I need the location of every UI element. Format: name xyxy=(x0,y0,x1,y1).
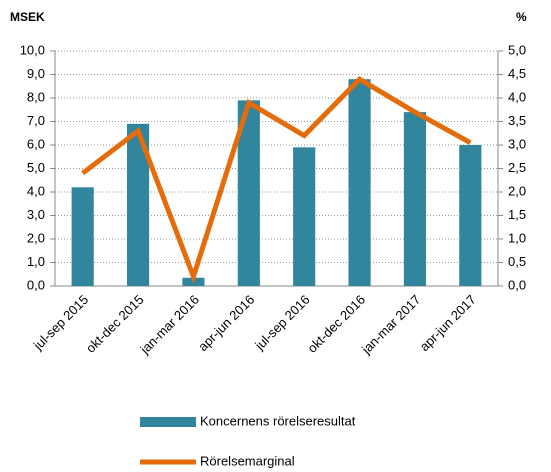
x-tick-label: jul-sep 2015 xyxy=(30,292,91,353)
bar xyxy=(237,100,260,286)
y2-tick-label: 2,5 xyxy=(508,160,526,175)
bar xyxy=(71,187,94,286)
y-tick-label: 8,0 xyxy=(27,89,45,104)
y-tick-label: 0,0 xyxy=(27,277,45,292)
y2-tick-label: 0,0 xyxy=(508,277,526,292)
y-tick-label: 3,0 xyxy=(27,207,45,222)
y-tick-label: 4,0 xyxy=(27,183,45,198)
y-tick-label: 5,0 xyxy=(27,160,45,175)
y2-tick-label: 3,5 xyxy=(508,113,526,128)
y2-tick-label: 2,0 xyxy=(508,183,526,198)
y-axis-title: MSEK xyxy=(10,10,45,24)
y2-tick-label: 4,5 xyxy=(508,66,526,81)
legend-label: Koncernens rörelseresultat xyxy=(200,413,356,428)
y2-tick-label: 0,5 xyxy=(508,254,526,269)
y2-tick-label: 4,0 xyxy=(508,89,526,104)
x-tick-label: apr-jun 2016 xyxy=(195,292,257,354)
y2-axis-title: % xyxy=(516,10,527,24)
y2-tick-label: 1,0 xyxy=(508,230,526,245)
x-tick-label: jul-sep 2016 xyxy=(251,292,312,353)
y-tick-label: 2,0 xyxy=(27,230,45,245)
line xyxy=(81,76,472,285)
y-tick-label: 10,0 xyxy=(20,42,45,57)
y-tick-label: 1,0 xyxy=(27,254,45,269)
legend-swatch xyxy=(140,417,196,427)
y-tick-label: 6,0 xyxy=(27,136,45,151)
bar xyxy=(459,145,482,286)
y2-tick-label: 5,0 xyxy=(508,42,526,57)
bar xyxy=(348,79,371,286)
x-tick-label: jan-mar 2016 xyxy=(137,292,202,357)
x-tick-label: apr-jun 2017 xyxy=(417,292,479,354)
legend-label: Rörelsemarginal xyxy=(200,453,295,468)
y-tick-label: 7,0 xyxy=(27,113,45,128)
y2-tick-label: 1,5 xyxy=(508,207,526,222)
y2-tick-label: 3,0 xyxy=(508,136,526,151)
y-tick-label: 9,0 xyxy=(27,66,45,81)
bar xyxy=(126,123,150,286)
bar xyxy=(293,147,316,286)
bar xyxy=(403,112,427,286)
x-tick-label: jan-mar 2017 xyxy=(358,292,423,357)
